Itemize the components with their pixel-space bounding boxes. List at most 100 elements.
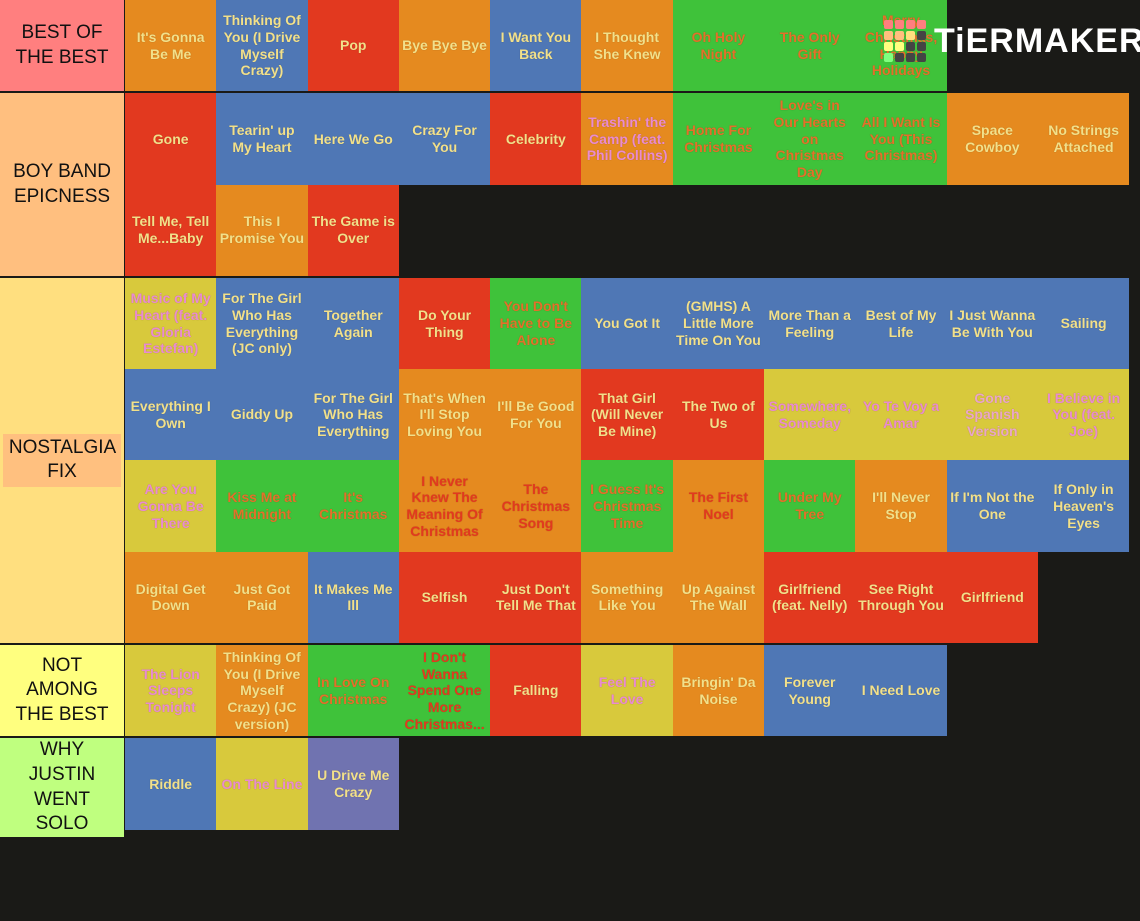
song-tile[interactable]: Kiss Me at Midnight — [216, 460, 308, 552]
song-title: Thinking Of You (I Drive Myself Crazy) (… — [223, 648, 301, 732]
song-tile[interactable]: Celebrity — [490, 93, 582, 185]
song-tile[interactable]: Tearin' up My Heart — [216, 93, 308, 185]
song-tile[interactable]: Do Your Thing — [398, 277, 491, 370]
song-title: Girlfriend (feat. Nelly) — [771, 580, 848, 614]
song-title: Are You Gonna Be There — [137, 480, 204, 531]
song-tile[interactable]: The First Noel — [672, 460, 765, 552]
song-tile[interactable]: I Believe in You (feat. Joe) — [1037, 369, 1130, 461]
song-tile[interactable]: Gone — [125, 93, 217, 185]
tier-label: WHY JUSTIN WENT SOLO — [0, 738, 124, 838]
song-tile[interactable]: In Love On Christmas — [307, 645, 399, 737]
song-tile[interactable]: Forever Young — [764, 645, 856, 737]
song-tile[interactable]: I Just Wanna Be With You — [946, 277, 1038, 370]
song-tile[interactable]: Yo Te Voy a Amar — [855, 369, 947, 461]
song-tile[interactable]: For The Girl Who Has Everything — [307, 369, 399, 461]
song-tile[interactable]: No Strings Attached — [1037, 93, 1130, 185]
song-title: I Want You Back — [500, 28, 572, 62]
song-tile[interactable]: Under My Tree — [764, 460, 856, 552]
song-tile[interactable]: Selfish — [398, 551, 491, 644]
song-title: It's Gonna Be Me — [136, 28, 205, 62]
song-tile[interactable]: You Got It — [581, 277, 673, 370]
song-tile[interactable]: That's When I'll Stop Loving You — [398, 369, 491, 461]
song-tile[interactable]: I Don't Wanna Spend One More Christmas..… — [398, 645, 491, 737]
song-tile[interactable]: Girlfriend — [946, 551, 1038, 644]
tier-label: NOT AMONG THE BEST — [0, 645, 124, 737]
song-tile[interactable]: Feel The Love — [581, 645, 673, 737]
song-tile[interactable]: Somewhere, Someday — [764, 369, 856, 461]
song-title: (GMHS) A Little More Time On You — [676, 298, 761, 348]
song-tile[interactable]: Thinking Of You (I Drive Myself Crazy) (… — [216, 645, 308, 737]
song-title: Sailing — [1060, 315, 1107, 332]
song-tile[interactable]: See Right Through You — [855, 551, 947, 644]
song-title: Under My Tree — [777, 489, 842, 523]
song-title: Girlfriend — [960, 589, 1024, 606]
song-title: I Guess It's Christmas Time — [590, 480, 665, 531]
song-tile[interactable]: It Makes Me Ill — [307, 551, 399, 644]
song-tile[interactable]: I Need Love — [855, 645, 947, 737]
song-tile[interactable]: Up Against The Wall — [672, 551, 765, 644]
song-tile[interactable]: Space Cowboy — [946, 93, 1038, 185]
song-tile[interactable]: (GMHS) A Little More Time On You — [672, 277, 765, 370]
song-tile[interactable]: U Drive Me Crazy — [307, 738, 399, 830]
song-tile[interactable]: It's Christmas — [307, 460, 399, 552]
song-tile[interactable]: I'll Be Good For You — [490, 369, 582, 461]
song-tile[interactable]: If I'm Not the One — [946, 460, 1038, 552]
song-tile[interactable]: Oh Holy Night — [672, 0, 765, 92]
song-tile[interactable]: I Want You Back — [490, 0, 582, 92]
song-tile[interactable]: Girlfriend (feat. Nelly) — [764, 551, 856, 644]
song-tile[interactable]: You Don't Have to Be Alone — [490, 277, 582, 370]
song-title: Gone — [152, 130, 189, 147]
song-tile[interactable]: I'll Never Stop — [855, 460, 947, 552]
song-tile[interactable]: Home For Christmas — [672, 93, 765, 185]
song-tile[interactable]: Pop — [307, 0, 399, 92]
song-tile[interactable]: Digital Get Down — [125, 551, 217, 644]
song-tile[interactable]: Something Like You — [581, 551, 673, 644]
song-title: In Love On Christmas — [317, 673, 390, 707]
song-tile[interactable]: Falling — [490, 645, 582, 737]
song-tile[interactable]: The Lion Sleeps Tonight — [125, 645, 217, 737]
song-tile[interactable]: Just Don't Tell Me That — [490, 551, 582, 644]
song-tile[interactable]: Gone Spanish Version — [946, 369, 1038, 461]
song-tile[interactable]: Tell Me, Tell Me...Baby — [125, 184, 217, 276]
song-tile[interactable]: More Than a Feeling — [764, 277, 856, 370]
song-tile[interactable]: For The Girl Who Has Everything (JC only… — [216, 277, 308, 370]
song-tile[interactable]: It's Gonna Be Me — [125, 0, 217, 92]
song-tile[interactable]: Music of My Heart (feat. Gloria Estefan) — [125, 277, 217, 370]
song-tile[interactable]: The Christmas Song — [490, 460, 582, 552]
song-tile[interactable]: The Game is Over — [307, 184, 399, 276]
song-tile[interactable]: That Girl (Will Never Be Mine) — [581, 369, 673, 461]
song-tile[interactable]: Bringin' Da Noise — [672, 645, 765, 737]
song-tile[interactable]: I Guess It's Christmas Time — [581, 460, 673, 552]
song-title: Music of My Heart (feat. Gloria Estefan) — [130, 289, 211, 357]
song-title: That Girl (Will Never Be Mine) — [591, 389, 664, 440]
song-tile[interactable]: Giddy Up — [216, 369, 308, 461]
song-tile[interactable]: All I Want Is You (This Christmas) — [855, 93, 947, 185]
song-tile[interactable]: Everything I Own — [125, 369, 217, 461]
song-tile[interactable]: Love's in Our Hearts on Christmas Day — [764, 93, 856, 185]
song-title: That's When I'll Stop Loving You — [403, 389, 486, 440]
song-tile[interactable]: Here We Go — [307, 93, 399, 185]
song-tile[interactable]: Bye Bye Bye — [398, 0, 491, 92]
song-title: Do Your Thing — [417, 306, 472, 340]
song-tile[interactable]: Best of My Life — [855, 277, 947, 370]
song-tile[interactable]: Together Again — [307, 277, 399, 370]
song-title: I Never Knew The Meaning Of Christmas — [406, 472, 483, 539]
song-tile[interactable]: The Only Gift — [764, 0, 856, 92]
song-tile[interactable]: Trashin' the Camp (feat. Phil Collins) — [581, 93, 673, 185]
song-tile[interactable]: Sailing — [1037, 277, 1130, 370]
song-tile[interactable]: Crazy For You — [398, 93, 491, 185]
song-title: You Don't Have to Be Alone — [499, 298, 573, 348]
song-tile[interactable]: This I Promise You — [216, 184, 308, 276]
song-tile[interactable]: I Thought She Knew — [581, 0, 673, 92]
song-tile[interactable]: The Two of Us — [672, 369, 765, 461]
song-tile[interactable]: Are You Gonna Be There — [125, 460, 217, 552]
song-tile[interactable]: Thinking Of You (I Drive Myself Crazy) — [216, 0, 308, 92]
song-tile[interactable]: Riddle — [125, 738, 217, 830]
song-tile[interactable]: If Only in Heaven's Eyes — [1037, 460, 1130, 552]
song-tile[interactable]: I Never Knew The Meaning Of Christmas — [398, 460, 491, 552]
song-tile[interactable]: Just Got Paid — [216, 551, 308, 644]
song-title: The Only Gift — [779, 28, 840, 62]
song-title: No Strings Attached — [1048, 122, 1119, 155]
song-title: The Two of Us — [682, 398, 755, 431]
song-tile[interactable]: On The Line — [216, 738, 308, 830]
